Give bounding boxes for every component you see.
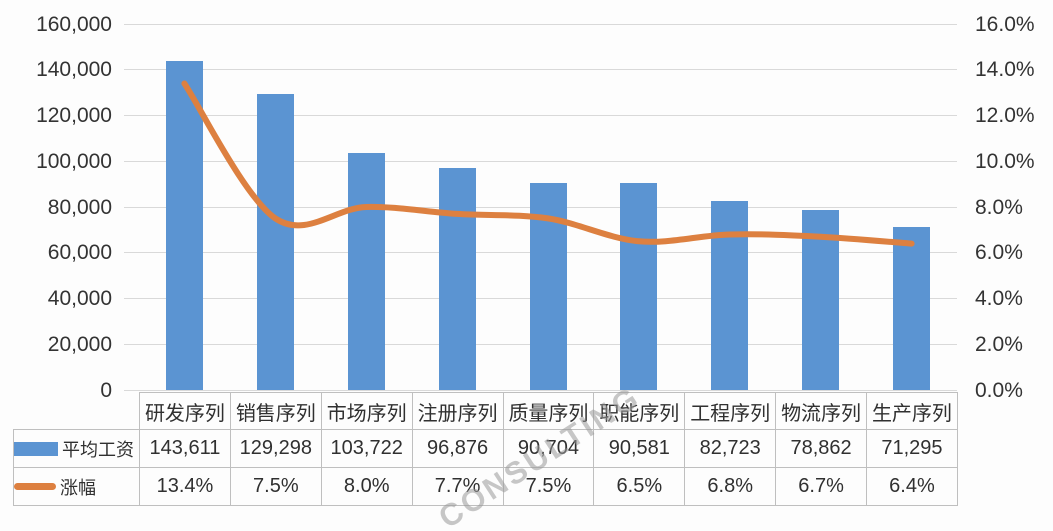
y-axis-right-tick-label: 10.0%: [975, 149, 1035, 173]
y-axis-right-tick-label: 12.0%: [975, 104, 1035, 127]
category-header-cell: 质量序列: [502, 392, 595, 430]
table-row-涨幅: 涨幅 13.4% 7.5% 8.0% 7.7% 7.5% 6.5% 6.8% 6.7% 6.4%: [13, 467, 958, 506]
category-header-cell: 工程序列: [684, 392, 777, 430]
y-axis-right-tick-label: 14.0%: [975, 58, 1035, 82]
y-axis-left-tick-label: 80,000: [47, 195, 112, 219]
category-header-cell: 生产序列: [866, 392, 958, 430]
value-cell: 6.4%: [866, 467, 958, 506]
y-axis-right-tick-label: 4.0%: [975, 287, 1023, 310]
y-axis-right-tick-label: 8.0%: [975, 195, 1023, 219]
gridline: [124, 23, 957, 25]
value-cell: 7.5%: [502, 467, 595, 506]
line-series-legend-swatch-icon: [14, 483, 56, 490]
y-axis-left-tick-label: 100,000: [36, 149, 112, 173]
value-cell: 82,723: [684, 429, 777, 468]
trend-line: [181, 80, 915, 247]
category-header-cell: 物流序列: [775, 392, 867, 430]
legend-label: 涨幅: [60, 477, 96, 498]
value-cell: 8.0%: [320, 467, 413, 506]
gridline: [124, 389, 957, 391]
value-cell: 7.7%: [411, 467, 504, 506]
bar-series-legend-swatch-icon: [14, 441, 58, 456]
table-corner-empty: [14, 393, 140, 430]
bar-销售序列: [256, 94, 294, 390]
bar-职能序列: [620, 182, 658, 390]
legend-label: 平均工资: [62, 439, 134, 460]
value-cell: 129,298: [229, 429, 322, 468]
value-cell: 6.5%: [593, 467, 686, 506]
legend-cell-平均工资: 平均工资: [13, 429, 140, 468]
y-axis-left-tick-label: 40,000: [47, 287, 112, 310]
y-axis-left-tick-label: 60,000: [47, 241, 112, 265]
value-cell: 13.4%: [139, 467, 231, 506]
category-header-cell: 销售序列: [229, 392, 322, 430]
y-axis-right-tick-label: 6.0%: [975, 241, 1023, 265]
legend-cell-涨幅: 涨幅: [13, 467, 140, 506]
value-cell: 103,722: [320, 429, 413, 468]
gridline: [124, 160, 957, 162]
value-cell: 6.8%: [684, 467, 777, 506]
value-cell: 96,876: [411, 429, 504, 468]
table-row-平均工资: 平均工资 143,611 129,298 103,722 96,876 90,704 90,…: [13, 429, 958, 468]
gridline: [124, 115, 957, 116]
value-cell: 6.7%: [775, 467, 867, 506]
y-axis-right-tick-label: 2.0%: [975, 332, 1023, 356]
y-axis-left-tick-label: 0: [100, 378, 112, 402]
category-header-cell: 市场序列: [320, 392, 413, 430]
value-cell: 90,704: [502, 429, 595, 468]
bar-研发序列: [165, 61, 203, 390]
y-axis-right-tick-label: 0.0%: [975, 378, 1023, 402]
bar-生产序列: [893, 226, 931, 390]
y-axis-left-tick-label: 20,000: [47, 332, 112, 356]
category-header-cell: 研发序列: [139, 392, 231, 430]
y-axis-right-tick-label: 16.0%: [975, 12, 1035, 36]
value-cell: 7.5%: [229, 467, 322, 506]
gridline: [124, 69, 957, 71]
category-header-cell: 职能序列: [593, 392, 686, 430]
data-table: 研发序列 销售序列 市场序列 注册序列 质量序列 职能序列 工程序列 物流序列 生产序列 平均工资…: [13, 392, 958, 506]
bar-注册序列: [438, 168, 476, 390]
y-axis-left-tick-label: 120,000: [36, 104, 112, 127]
value-cell: 78,862: [775, 429, 867, 468]
y-axis-left-tick-label: 140,000: [36, 58, 112, 82]
value-cell: 90,581: [593, 429, 686, 468]
y-axis-left-tick-label: 160,000: [36, 12, 112, 36]
bar-市场序列: [347, 152, 385, 390]
category-header-cell: 注册序列: [411, 392, 504, 430]
value-cell: 71,295: [866, 429, 958, 468]
value-cell: 143,611: [139, 429, 231, 468]
